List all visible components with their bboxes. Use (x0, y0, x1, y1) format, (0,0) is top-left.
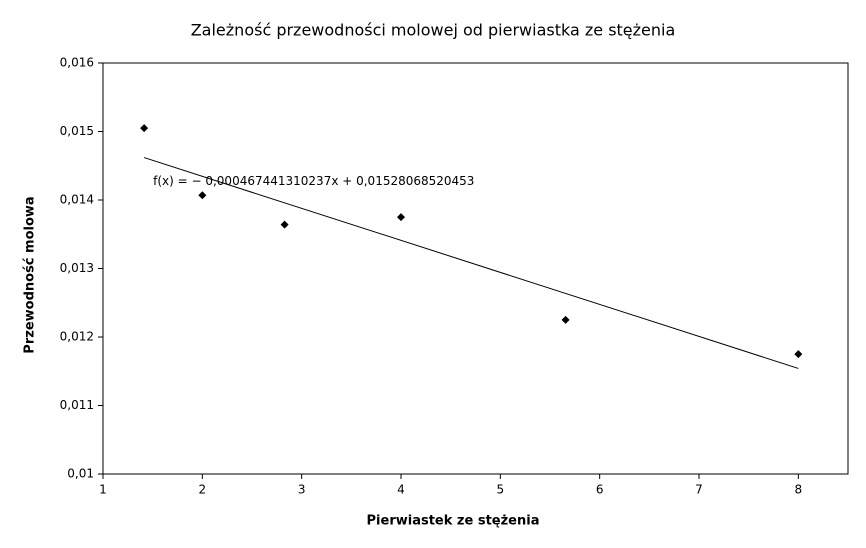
y-tick-label: 0,016 (60, 56, 94, 70)
x-tick-label: 8 (795, 483, 803, 497)
data-point (198, 191, 207, 200)
data-point (397, 213, 405, 222)
data-point (280, 220, 289, 229)
data-point (794, 350, 803, 359)
x-tick-label: 3 (298, 483, 306, 497)
y-tick-label: 0,013 (60, 261, 94, 275)
x-tick-label: 1 (99, 483, 107, 497)
y-tick-label: 0,014 (60, 193, 94, 207)
x-axis-title: Pierwiastek ze stężenia (367, 514, 540, 529)
trendline-equation: f(x) = − 0,000467441310237x + 0,01528068… (153, 174, 474, 188)
plot-area (102, 62, 849, 475)
y-tick-label: 0,01 (67, 467, 94, 481)
data-point (561, 315, 570, 324)
x-tick-label: 7 (695, 483, 703, 497)
chart-title: Zależność przewodności molowej od pierwi… (191, 21, 676, 40)
y-tick-label: 0,012 (60, 330, 94, 344)
trendline (143, 157, 799, 369)
x-tick-label: 2 (199, 483, 207, 497)
y-axis-title: Przewodność molowa (23, 196, 38, 353)
x-tick-label: 6 (596, 483, 604, 497)
y-tick-label: 0,015 (60, 124, 94, 138)
y-tick-label: 0,011 (60, 398, 94, 412)
data-point (140, 124, 149, 133)
x-tick-label: 4 (397, 483, 405, 497)
x-tick-label: 5 (497, 483, 505, 497)
